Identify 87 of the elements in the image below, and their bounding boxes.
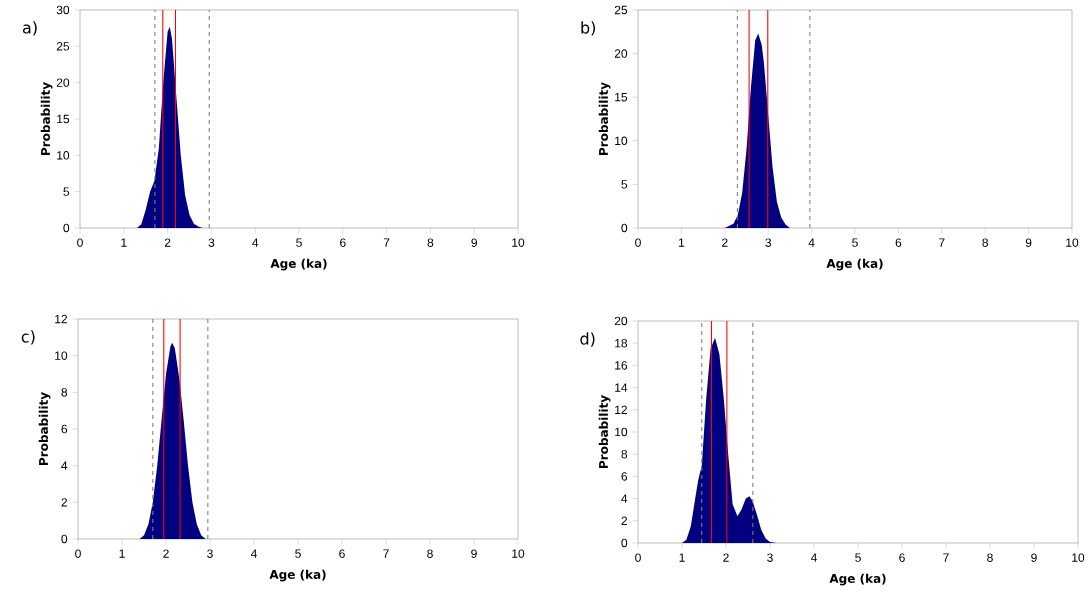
y-tick-label: 20	[614, 49, 628, 58]
x-tick-label: 6	[899, 553, 905, 562]
y-tick-label: 15	[57, 114, 70, 124]
x-tick-label: 1	[679, 553, 685, 562]
x-tick-label: 9	[471, 549, 477, 558]
y-tick-label: 15	[615, 93, 628, 102]
x-tick-label: 0	[75, 549, 81, 558]
y-tick-label: 12	[55, 314, 67, 324]
x-tick-label: 3	[767, 553, 773, 562]
text: c)	[21, 330, 35, 345]
y-tick-label: 0	[621, 223, 628, 233]
y-tick-label: 0	[621, 538, 628, 548]
y-tick-label: 4	[61, 461, 68, 470]
y-tick-label: 4	[621, 494, 628, 503]
y-tick-label: 0	[63, 223, 70, 233]
x-tick-label: 3	[207, 549, 213, 558]
x-tick-label: 7	[383, 549, 389, 558]
x-tick-label: 4	[808, 238, 815, 247]
y-tick-label: 8	[61, 388, 68, 397]
y-tick-label: 0	[61, 534, 68, 544]
x-tick-label: 5	[855, 553, 861, 562]
y-tick-label: 25	[614, 5, 628, 15]
x-tick-label: 5	[295, 549, 301, 558]
y-tick-label: 6	[61, 424, 68, 434]
y-tick-label: 6	[621, 472, 628, 481]
text: a)	[22, 21, 37, 36]
x-tick-label: 10	[512, 549, 525, 558]
x-tick-label: 0	[635, 553, 641, 562]
y-tick-label: 20	[614, 316, 628, 326]
x-tick-label: 1	[121, 238, 127, 247]
y-tick-label: 20	[56, 78, 70, 87]
x-tick-label: 8	[987, 553, 993, 562]
y-tick-label: 10	[55, 351, 68, 360]
y-tick-label: 5	[621, 180, 628, 189]
y-tick-label: 5	[63, 187, 70, 196]
x-tick-label: 9	[471, 238, 477, 247]
y-tick-label: 10	[57, 151, 70, 160]
y-tick-label: 12	[615, 405, 627, 414]
x-tick-label: 2	[722, 238, 728, 247]
x-tick-label: 2	[164, 238, 171, 247]
y-tick-label: 18	[615, 338, 628, 348]
x-tick-label: 7	[943, 553, 949, 562]
x-tick-label: 0	[635, 238, 641, 247]
x-tick-label: 5	[296, 238, 302, 247]
y-tick-label: 25	[56, 42, 70, 51]
x-tick-label: 7	[383, 238, 390, 247]
y-tick-label: 2	[61, 498, 67, 507]
x-tick-label: 8	[427, 549, 433, 558]
x-tick-label: 4	[250, 549, 257, 558]
x-tick-label: 9	[1031, 553, 1037, 562]
x-tick-label: 5	[852, 238, 858, 247]
text: d)	[580, 332, 595, 347]
y-axis-title: Probability	[38, 392, 51, 465]
x-axis-title: Age (ka)	[270, 258, 327, 271]
y-axis-title: Probability	[598, 395, 611, 468]
x-tick-label: 8	[982, 238, 989, 247]
x-axis-title: Age (ka)	[829, 573, 886, 586]
x-tick-label: 10	[1066, 238, 1079, 247]
x-tick-label: 0	[77, 238, 83, 247]
x-tick-label: 4	[252, 238, 259, 247]
x-axis-title: Age (ka)	[826, 258, 883, 271]
x-tick-label: 6	[340, 238, 346, 247]
y-tick-label: 2	[621, 516, 627, 525]
x-tick-label: 10	[512, 238, 525, 247]
y-tick-label: 10	[615, 136, 628, 146]
x-tick-label: 4	[810, 553, 817, 562]
x-tick-label: 6	[895, 238, 902, 247]
y-tick-label: 14	[615, 383, 628, 392]
y-tick-label: 30	[56, 5, 70, 15]
x-tick-label: 8	[427, 238, 434, 247]
x-tick-label: 1	[678, 238, 685, 247]
text: b)	[581, 21, 596, 36]
x-tick-label: 10	[1072, 553, 1085, 562]
y-tick-label: 10	[615, 427, 628, 437]
x-tick-label: 2	[723, 553, 729, 562]
x-tick-label: 9	[1025, 238, 1032, 247]
y-tick-label: 8	[621, 449, 628, 459]
x-axis-title: Age (ka)	[269, 569, 326, 582]
x-tick-label: 7	[939, 238, 945, 247]
y-axis-title: Probability	[40, 82, 53, 155]
y-tick-label: 16	[615, 361, 628, 370]
x-tick-label: 1	[119, 549, 125, 558]
x-tick-label: 2	[163, 549, 169, 558]
y-axis-title: Probability	[598, 82, 611, 155]
x-tick-label: 3	[765, 238, 772, 247]
x-tick-label: 6	[339, 549, 345, 558]
x-tick-label: 3	[208, 238, 215, 247]
